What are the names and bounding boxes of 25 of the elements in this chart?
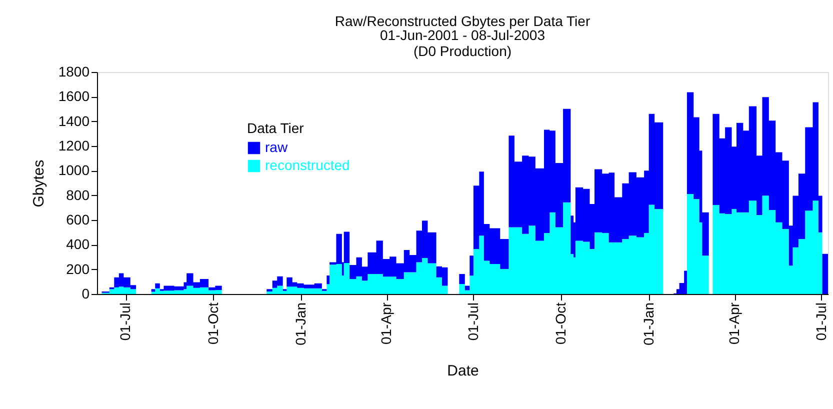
y-tick-label: 800 — [66, 186, 90, 203]
legend-title: Data Tier — [247, 120, 304, 136]
x-tick-label: 01-Jul — [464, 302, 481, 341]
y-tick-label: 600 — [66, 212, 90, 228]
legend-label: reconstructed — [265, 157, 350, 173]
y-tick-label: 1600 — [58, 88, 90, 104]
x-tick-label: 01-Jan — [640, 302, 656, 346]
y-tick-label: 1200 — [58, 138, 90, 154]
x-axis-title: Date — [447, 362, 479, 380]
x-tick-label: 01-Oct — [204, 302, 221, 345]
y-tick-label: 400 — [66, 236, 90, 252]
x-tick-label: 01-Apr — [726, 302, 742, 345]
y-tick-label: 1000 — [58, 162, 90, 178]
x-tick-label: 01-Jul — [117, 302, 134, 341]
chart-title: Raw/Reconstructed Gbytes per Data Tier — [334, 13, 590, 29]
y-tick-label: 1400 — [58, 112, 90, 129]
x-tick-label: 01-Oct — [552, 302, 569, 345]
y-tick-label: 200 — [66, 260, 90, 277]
x-tick-label: 01-Jan — [292, 302, 308, 346]
x-tick-label: 01-Apr — [378, 302, 394, 345]
y-axis-title: Gbytes — [30, 160, 48, 208]
legend-label: raw — [265, 139, 288, 155]
x-tick-label: 01-Jul — [812, 302, 829, 341]
y-tick-label: 0 — [82, 286, 90, 302]
y-tick-label: 1800 — [58, 64, 90, 80]
